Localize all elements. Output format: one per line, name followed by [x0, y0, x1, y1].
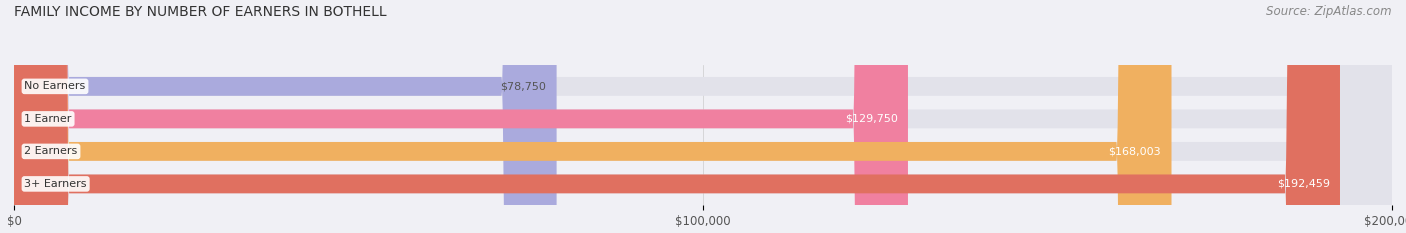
FancyBboxPatch shape [14, 0, 1171, 233]
Text: $129,750: $129,750 [845, 114, 897, 124]
Text: $78,750: $78,750 [501, 81, 547, 91]
Text: $168,003: $168,003 [1108, 146, 1161, 156]
FancyBboxPatch shape [14, 0, 1392, 233]
Text: 3+ Earners: 3+ Earners [24, 179, 87, 189]
Text: No Earners: No Earners [24, 81, 86, 91]
FancyBboxPatch shape [14, 0, 1340, 233]
Text: $192,459: $192,459 [1277, 179, 1330, 189]
FancyBboxPatch shape [14, 0, 1392, 233]
FancyBboxPatch shape [14, 0, 908, 233]
Text: 1 Earner: 1 Earner [24, 114, 72, 124]
FancyBboxPatch shape [14, 0, 557, 233]
Text: FAMILY INCOME BY NUMBER OF EARNERS IN BOTHELL: FAMILY INCOME BY NUMBER OF EARNERS IN BO… [14, 5, 387, 19]
FancyBboxPatch shape [14, 0, 1392, 233]
Text: Source: ZipAtlas.com: Source: ZipAtlas.com [1267, 5, 1392, 18]
FancyBboxPatch shape [14, 0, 1392, 233]
Text: 2 Earners: 2 Earners [24, 146, 77, 156]
